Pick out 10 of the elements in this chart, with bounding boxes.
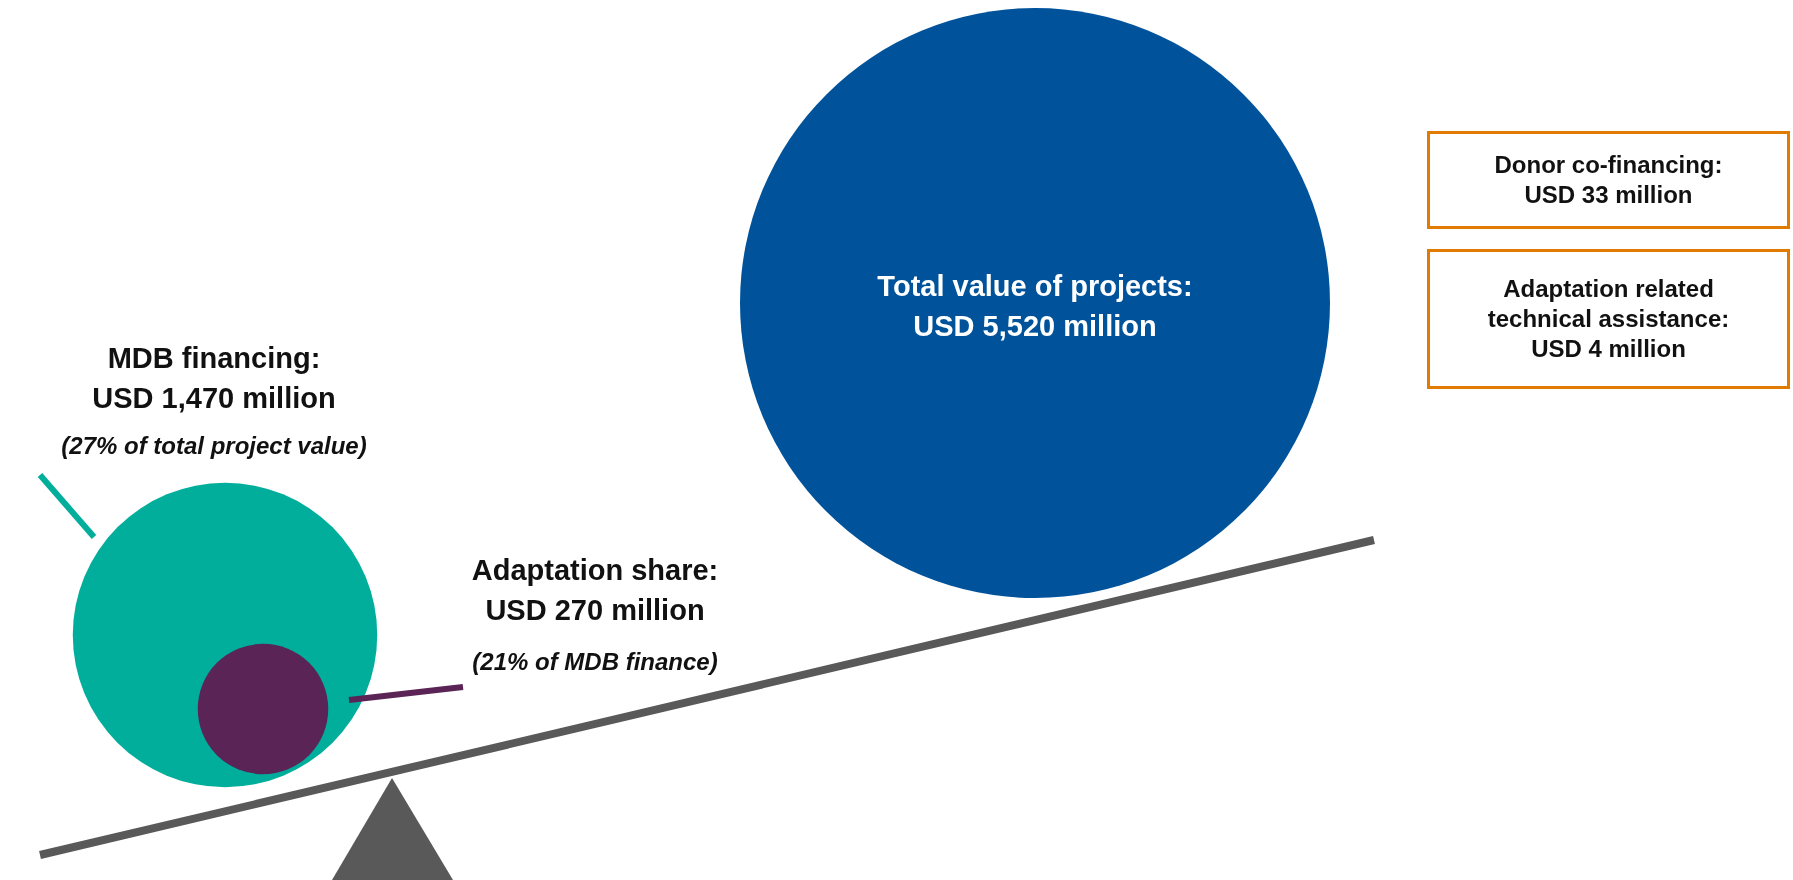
text: (21% of MDB finance) (472, 648, 718, 676)
data-label: USD 5,520 million (913, 310, 1157, 342)
text: MDB financing: (107, 342, 321, 374)
text: Adaptation related technical assistance: USD 4 million (1427, 249, 1790, 389)
text: Adaptation share: (471, 554, 719, 586)
text: (27% of total project value) (61, 432, 367, 460)
data-label: USD 1,470 million (92, 382, 336, 414)
text: Donor co-financing: USD 33 million (1427, 131, 1790, 229)
data-label: USD 270 million (485, 594, 705, 626)
text: Total value of projects: (877, 270, 1193, 302)
